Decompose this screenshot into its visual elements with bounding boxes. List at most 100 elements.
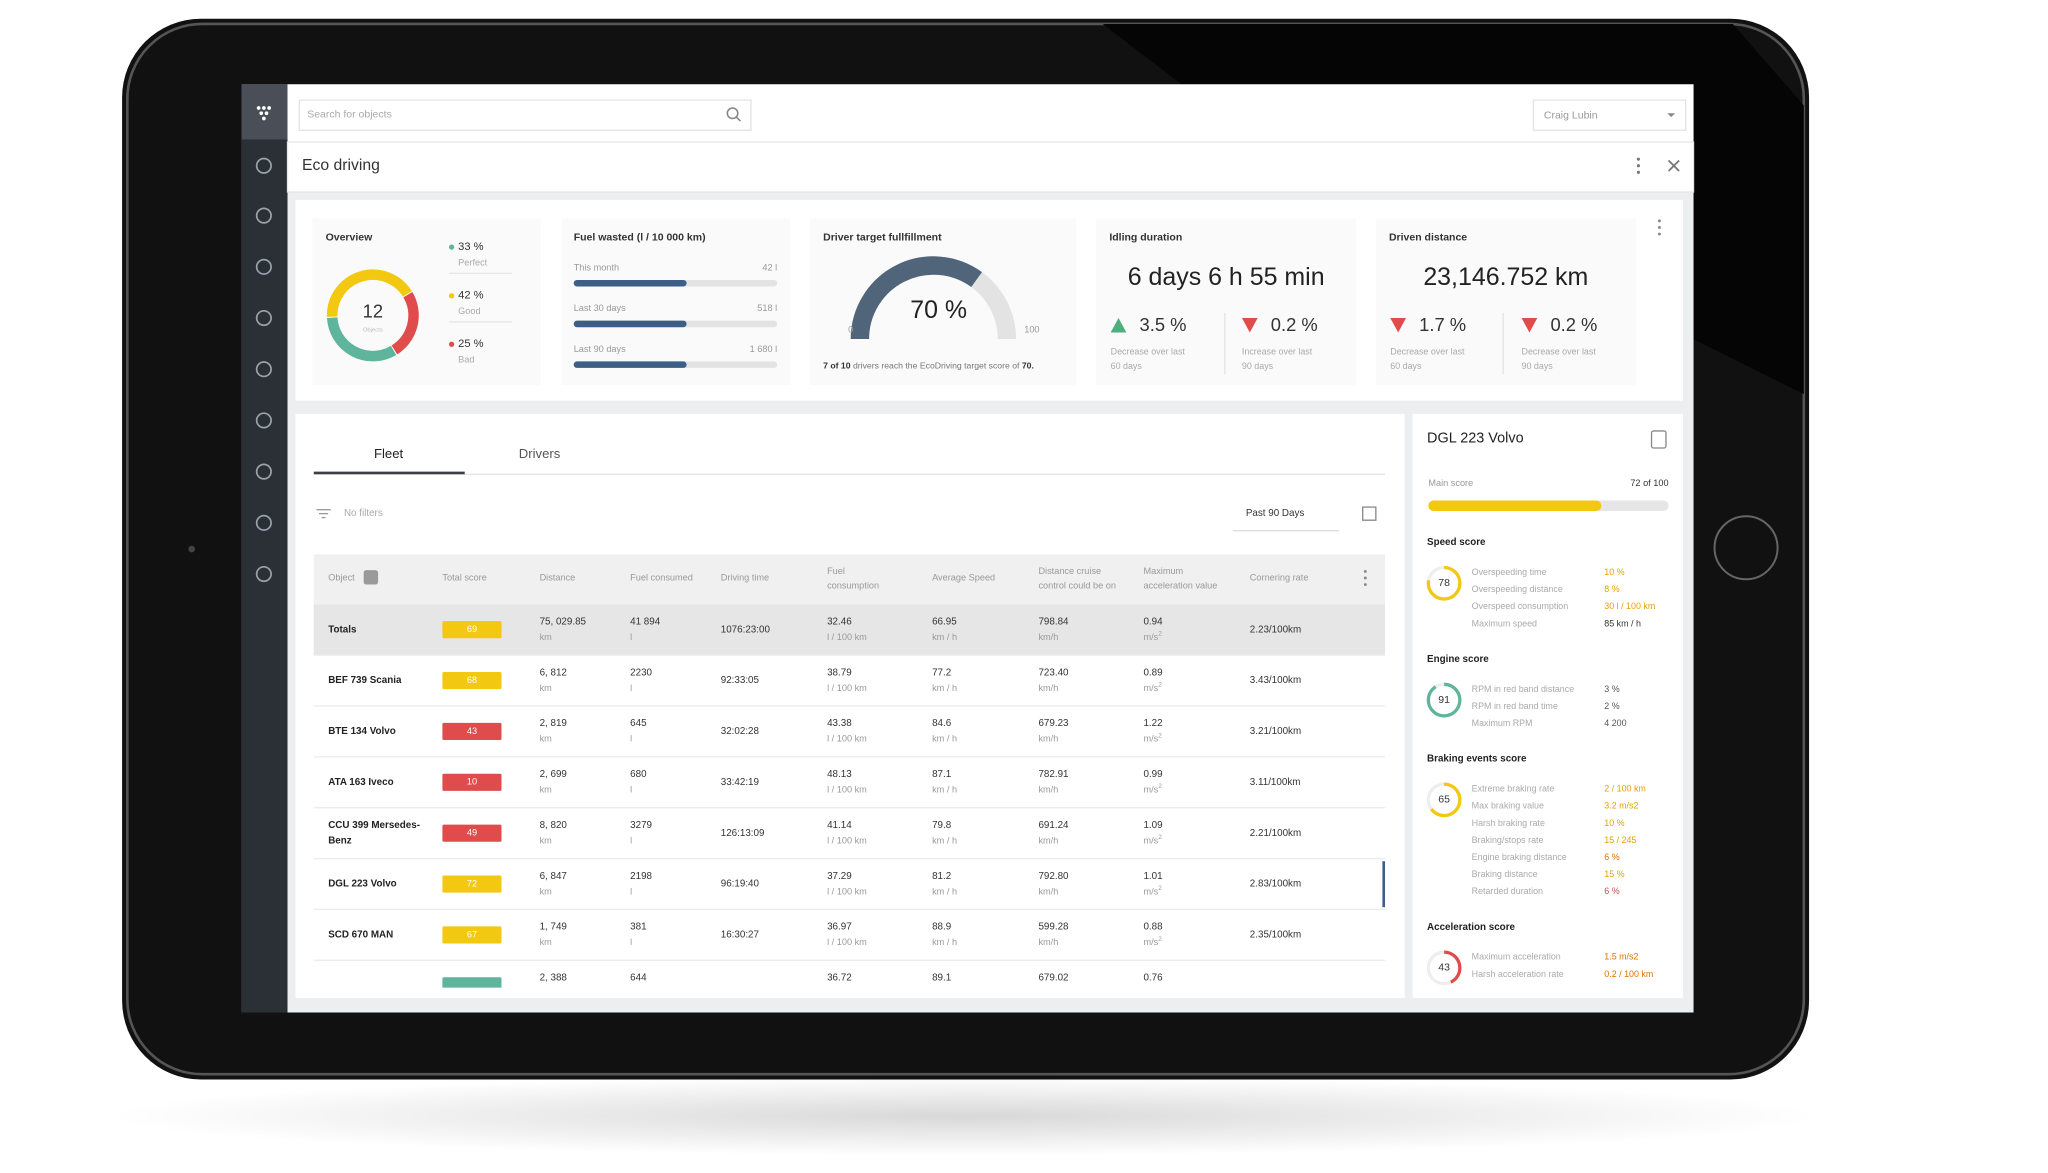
- cell-unit: km / h: [932, 835, 957, 845]
- cell-unit: l: [630, 632, 632, 642]
- sidebar-icon[interactable]: [255, 157, 272, 174]
- filter-icon[interactable]: [316, 509, 331, 519]
- fuel-label: Last 90 days: [574, 344, 626, 354]
- sidebar-icon[interactable]: [255, 565, 272, 583]
- trend-note: Decrease over last: [1522, 347, 1597, 357]
- cell-value: 41 894: [630, 616, 661, 627]
- cell-unit: m/s2: [1143, 936, 1162, 948]
- home-button[interactable]: [1713, 515, 1779, 581]
- metric-value: 3 %: [1604, 684, 1619, 694]
- search-box[interactable]: [298, 99, 752, 131]
- cell-unit: m/s2: [1143, 681, 1162, 693]
- search-placeholder: Search for objects: [307, 108, 392, 120]
- cell-value: 3279: [630, 820, 652, 831]
- sidebar-icon[interactable]: [255, 258, 272, 275]
- legend-name: Good: [458, 306, 480, 316]
- tab[interactable]: Fleet: [374, 446, 404, 461]
- object-name[interactable]: BEF 739 Scania: [328, 675, 402, 686]
- user-dropdown[interactable]: [1532, 99, 1687, 131]
- sidebar-icon[interactable]: [255, 463, 272, 480]
- card-title: Overview: [326, 232, 374, 244]
- search-icon[interactable]: [726, 107, 739, 120]
- cell-unit: km/h: [1038, 683, 1058, 693]
- object-name[interactable]: Totals: [328, 624, 357, 635]
- metric-value: 2 / 100 km: [1604, 784, 1646, 794]
- cell-unit: l / 100 km: [827, 937, 867, 947]
- sidebar-icon[interactable]: [255, 207, 272, 224]
- cell-value: 75, 029.85: [540, 616, 587, 627]
- metric-label: Maximum RPM: [1472, 718, 1533, 728]
- score-value: 67: [467, 929, 477, 939]
- cell-value: 79.8: [932, 820, 952, 831]
- cell-unit: l: [630, 734, 632, 744]
- cell-value: 0.88: [1143, 922, 1163, 933]
- cell-unit-sup: 2: [1158, 783, 1162, 790]
- sidebar-icon[interactable]: [255, 361, 272, 378]
- trend-note: Decrease over last: [1390, 347, 1465, 357]
- donut-total-label: Objects: [363, 327, 383, 333]
- cell-unit: km / h: [932, 734, 957, 744]
- trend-arrow: [1241, 318, 1258, 333]
- logo-block[interactable]: [241, 84, 288, 140]
- score-badge: [442, 773, 502, 791]
- cell-value: 645: [630, 718, 647, 729]
- gauge-value: 70 %: [910, 296, 967, 324]
- period[interactable]: Past 90 Days: [1246, 508, 1305, 519]
- close-icon[interactable]: [1667, 159, 1680, 172]
- trend-arrow: [1110, 318, 1127, 333]
- table-header: [313, 554, 1386, 605]
- score-badge: [442, 672, 502, 690]
- object-name[interactable]: DGL 223 Volvo: [328, 879, 396, 890]
- metric-value: 3.2 m/s2: [1604, 801, 1638, 811]
- column-header: Driving time: [721, 572, 769, 582]
- cell-value: 36.97: [827, 922, 852, 933]
- tab[interactable]: Drivers: [519, 446, 561, 461]
- legend-value: 33 %: [458, 241, 483, 253]
- sidebar: [241, 84, 288, 1013]
- metric-label: Braking/stops rate: [1472, 835, 1544, 845]
- column-header: control could be on: [1038, 580, 1116, 590]
- object-name[interactable]: Benz: [328, 836, 352, 847]
- cell-value: 32.46: [827, 616, 852, 627]
- metric-value: 85 km / h: [1604, 618, 1641, 628]
- metric-value: 10 %: [1604, 567, 1624, 577]
- logo-dot: [264, 111, 269, 116]
- main-score-label: Main score: [1428, 478, 1473, 488]
- object-name[interactable]: BTE 134 Volvo: [328, 726, 396, 737]
- score-value: 68: [467, 675, 477, 685]
- detail-icon[interactable]: [1650, 430, 1667, 449]
- metric-value: 6 %: [1604, 886, 1619, 896]
- calendar-icon[interactable]: [1362, 506, 1377, 521]
- fuel-bar: [573, 320, 687, 328]
- sidebar-icon[interactable]: [255, 309, 272, 327]
- cell-value: 599.28: [1038, 922, 1069, 933]
- metric-label: RPM in red band distance: [1472, 684, 1575, 694]
- trend-note: Decrease over last: [1111, 347, 1186, 357]
- section-score: 65: [1438, 794, 1450, 806]
- menu-icon[interactable]: [1636, 157, 1640, 174]
- sidebar-icon[interactable]: [255, 412, 272, 429]
- card-menu-icon[interactable]: [1657, 219, 1661, 236]
- score-badge: [442, 875, 502, 893]
- score-value: 69: [467, 624, 477, 634]
- cell-unit: km: [540, 886, 553, 896]
- sidebar-icon[interactable]: [255, 514, 272, 531]
- cell-unit: km / h: [932, 683, 957, 693]
- object-name[interactable]: SCD 670 MAN: [328, 930, 393, 941]
- column-menu-icon[interactable]: [1363, 569, 1367, 586]
- cell-unit: km/h: [1038, 937, 1058, 947]
- metric-label: Overspeeding distance: [1472, 584, 1563, 594]
- cell-value: 2.35/100km: [1250, 930, 1301, 941]
- legend-name: Bad: [458, 354, 474, 364]
- title-bar: [286, 141, 1695, 193]
- object-name[interactable]: CCU 399 Mersedes-: [328, 820, 420, 831]
- score-badge: [442, 977, 502, 988]
- cell-value: 8, 820: [540, 820, 568, 831]
- fuel-value: 42 l: [762, 263, 777, 273]
- card-title: Driven distance: [1389, 232, 1467, 244]
- score-badge: [442, 926, 502, 944]
- object-filter-icon[interactable]: [363, 570, 379, 585]
- cell-value: 33:42:19: [721, 777, 759, 788]
- object-name[interactable]: ATA 163 Iveco: [328, 777, 393, 788]
